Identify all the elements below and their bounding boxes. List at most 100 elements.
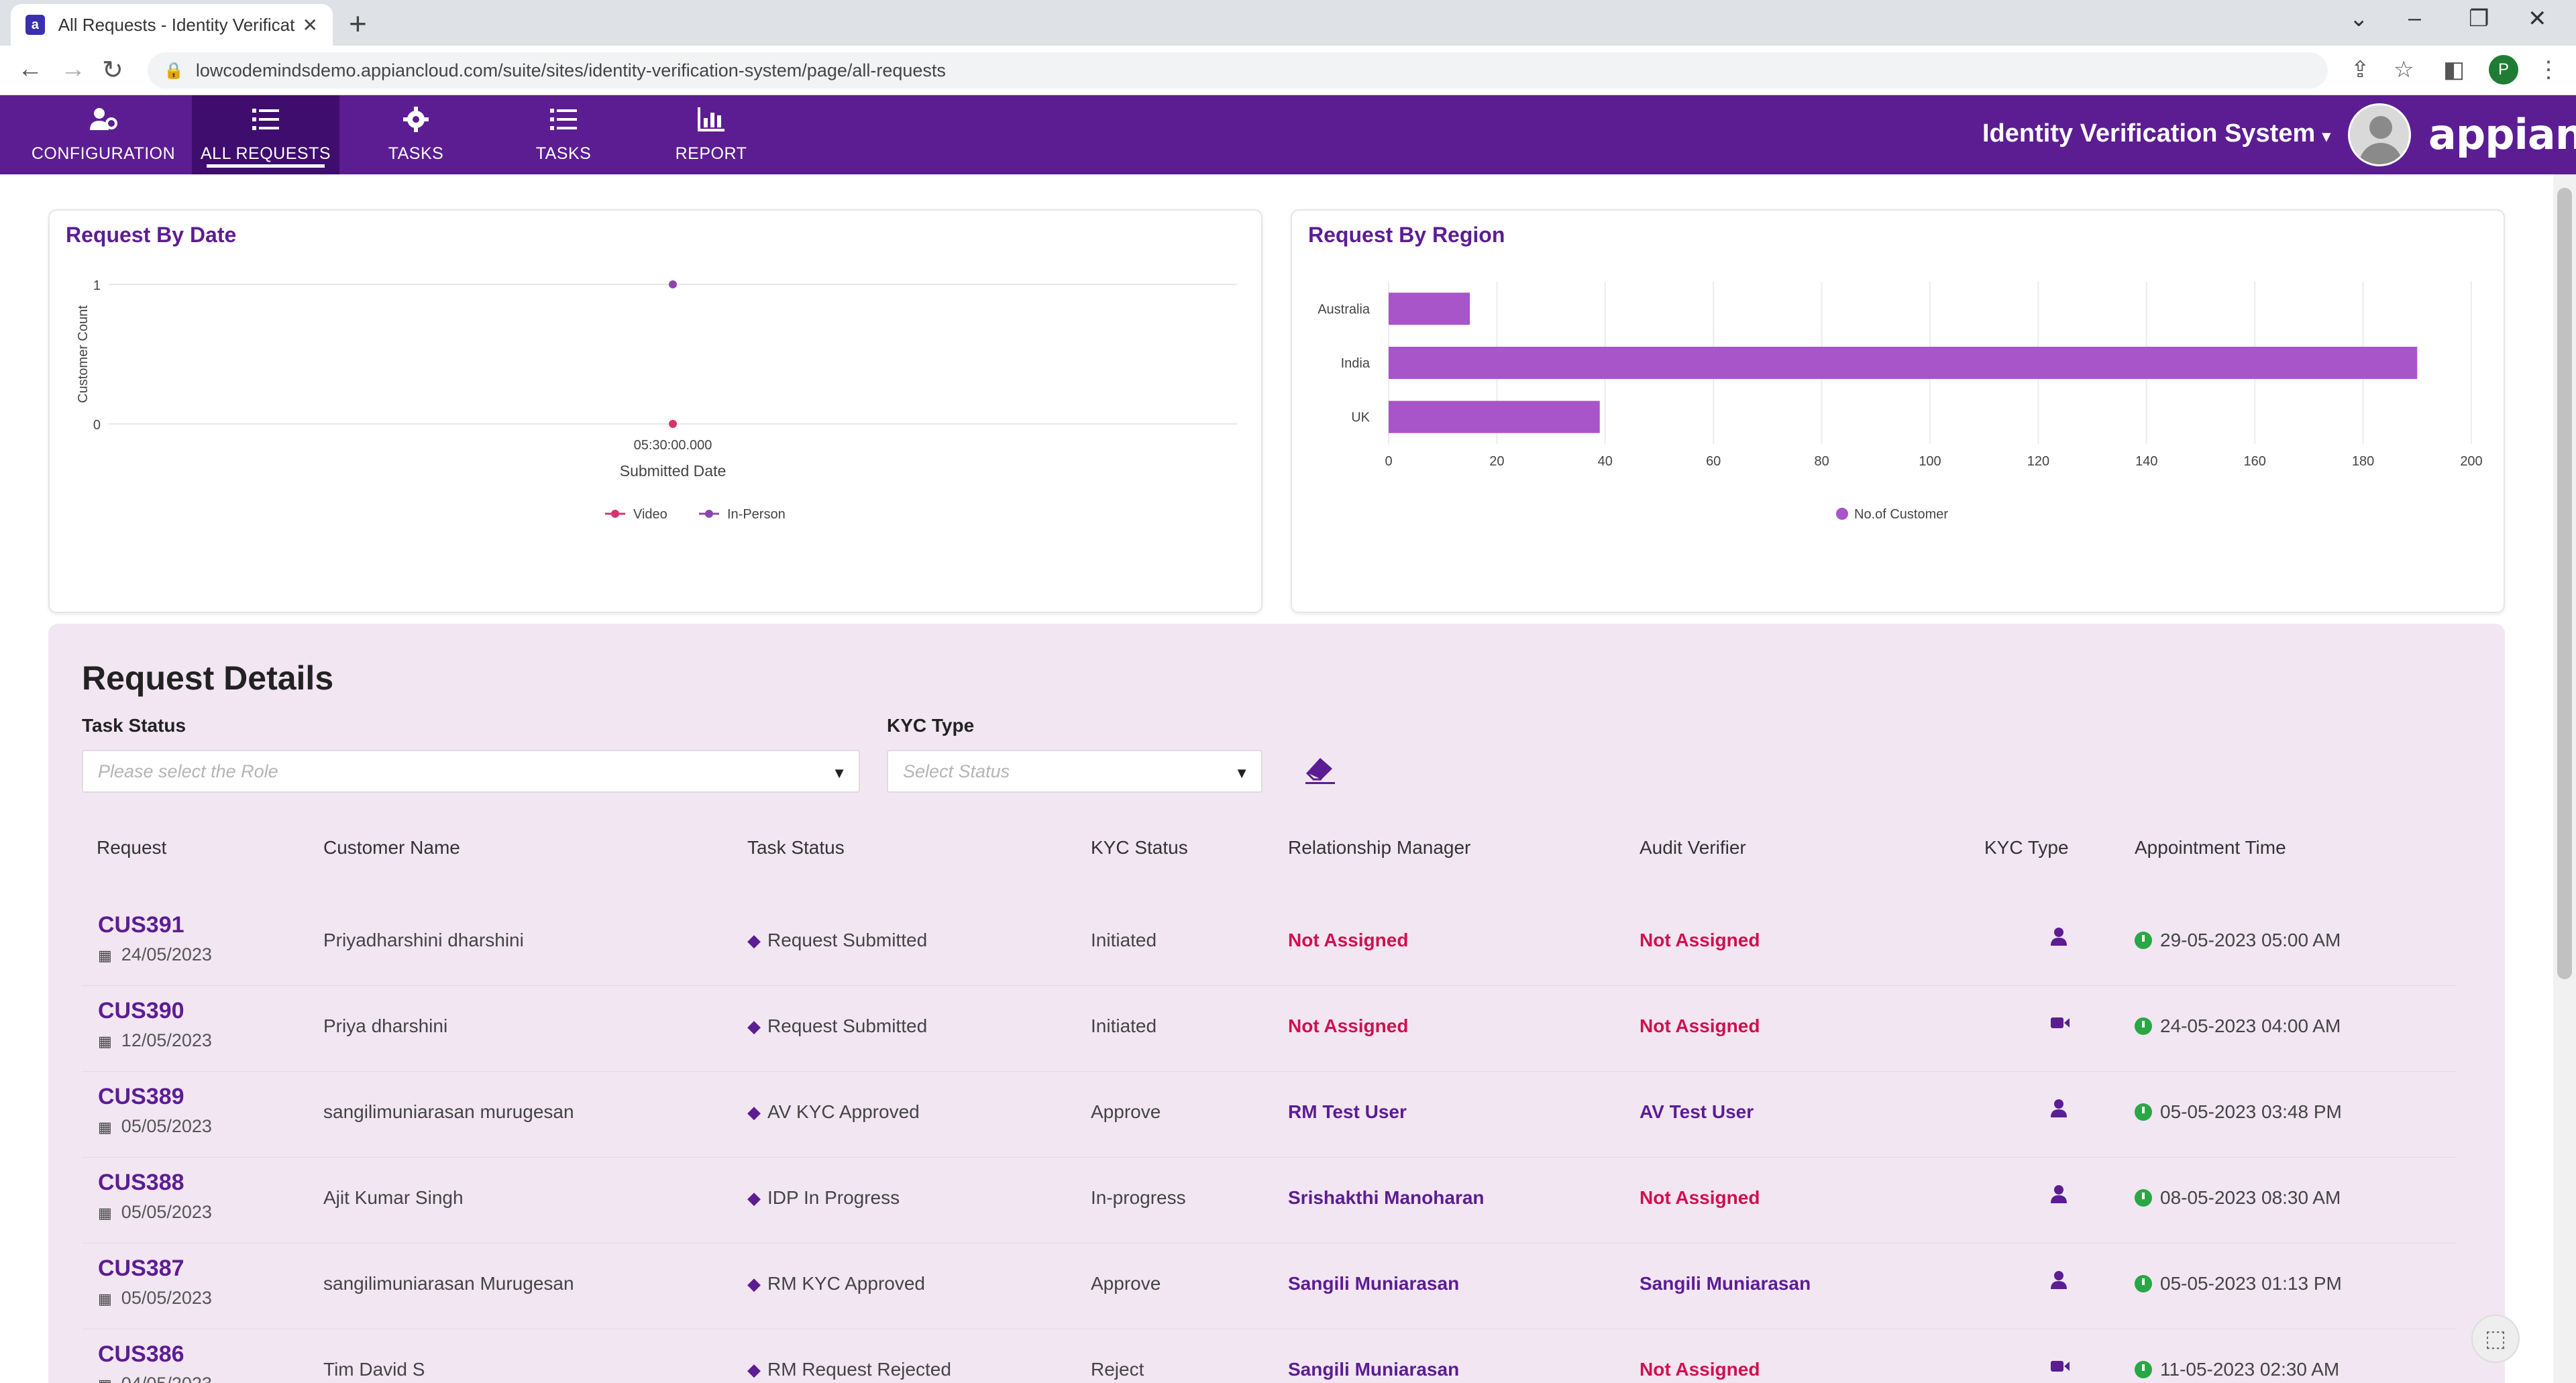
request-id-link[interactable]: CUS387 [98, 1256, 184, 1281]
date-text: 05/05/2023 [121, 1288, 212, 1308]
task-status-text: Request Submitted [767, 1015, 928, 1036]
legend-marker [1836, 508, 1848, 520]
nav-report[interactable]: REPORT [637, 95, 785, 174]
request-date: ▦ 12/05/2023 [98, 1030, 212, 1051]
video-camera-icon [2050, 1356, 2070, 1379]
close-window-icon[interactable]: ✕ [2528, 6, 2547, 32]
appian-favicon-icon: a [25, 15, 45, 35]
appian-logo: appian [2428, 110, 2576, 159]
x-tick-label: 120 [2027, 454, 2049, 469]
side-panel-icon[interactable]: ◧ [2443, 57, 2465, 82]
request-by-region-card: Request By Region 0 20 40 60 80 100 120 140 160 1… [1291, 209, 2505, 613]
tag-icon: ◆ [747, 1188, 761, 1208]
select-placeholder: Please select the Role [98, 761, 278, 781]
audit-verifier: Sangili Muniarasan [1640, 1273, 1811, 1294]
request-id-link[interactable]: CUS389 [98, 1084, 184, 1109]
task-status-select[interactable]: Please select the Role ▼ [82, 750, 860, 793]
nav-configuration[interactable]: CONFIGURATION [30, 95, 177, 174]
person-icon [2050, 927, 2068, 951]
relationship-manager: Sangili Muniarasan [1288, 1359, 1460, 1380]
date-text: 24/05/2023 [121, 944, 212, 964]
kyc-status: Initiated [1091, 930, 1157, 950]
appointment-time: 05-05-2023 01:13 PM [2135, 1273, 2342, 1294]
task-status-text: AV KYC Approved [767, 1101, 920, 1122]
close-tab-icon[interactable]: ✕ [302, 14, 318, 36]
back-icon[interactable]: ← [17, 55, 43, 83]
task-status: ◆ RM KYC Approved [747, 1273, 925, 1294]
chart-title: Request By Date [66, 223, 237, 247]
tag-icon: ◆ [747, 1016, 761, 1036]
request-id-link[interactable]: CUS390 [98, 998, 184, 1024]
col-header-kyc-type: KYC Type [1984, 837, 2069, 858]
share-icon[interactable]: ⇪ [2351, 57, 2370, 82]
section-title: Request Details [82, 659, 334, 697]
nav-tasks-2[interactable]: TASKS [490, 95, 637, 174]
calendar-icon: ▦ [98, 1290, 112, 1307]
clock-icon [2135, 932, 2152, 949]
restore-icon[interactable]: ❐ [2469, 6, 2489, 32]
request-id-link[interactable]: CUS388 [98, 1170, 184, 1195]
legend-marker [611, 510, 619, 518]
browser-tab[interactable]: a All Requests - Identity Verificatio ✕ [11, 4, 333, 46]
col-header-audit-verifier: Audit Verifier [1640, 837, 1746, 858]
legend-marker [705, 510, 713, 518]
table-row[interactable]: CUS386 ▦ 04/05/2023 Tim David S ◆ RM Request … [82, 1329, 2457, 1383]
date-text: 05/05/2023 [121, 1202, 212, 1222]
site-title-menu[interactable]: Identity Verification System ▾ [1982, 119, 2330, 148]
kyc-status: Initiated [1091, 1015, 1157, 1036]
minimize-icon[interactable]: – [2408, 5, 2421, 31]
appointment-text: 05-05-2023 03:48 PM [2160, 1101, 2342, 1122]
new-tab-icon[interactable]: + [349, 6, 367, 41]
request-details-section: Request Details Task Status Please selec… [48, 624, 2505, 1383]
table-row[interactable]: CUS390 ▦ 12/05/2023 Priya dharshini ◆ Request… [82, 986, 2457, 1072]
clock-icon [2135, 1275, 2152, 1292]
kyc-status: Reject [1091, 1359, 1144, 1380]
task-status-text: RM Request Rejected [767, 1359, 951, 1380]
profile-avatar[interactable]: P [2489, 55, 2518, 85]
request-id-link[interactable]: CUS386 [98, 1341, 184, 1367]
audit-verifier: Not Assigned [1640, 930, 1760, 950]
clock-icon [2135, 1017, 2152, 1035]
app-header: CONFIGURATION ALL REQUESTS TASKS TASKS R… [0, 95, 2576, 174]
forward-icon[interactable]: → [60, 55, 86, 83]
nav-all-requests[interactable]: ALL REQUESTS [192, 95, 339, 174]
kyc-type-select[interactable]: Select Status ▼ [887, 750, 1263, 793]
y-tick-label: UK [1351, 410, 1370, 425]
tab-search-icon[interactable]: ⌄ [2349, 6, 2369, 32]
request-id-link[interactable]: CUS391 [98, 912, 184, 938]
table-row[interactable]: CUS387 ▦ 05/05/2023 sangilimuniarasan Murug… [82, 1243, 2457, 1329]
url-field[interactable]: 🔒 lowcodemindsdemo.appiancloud.com/suite… [148, 52, 2328, 89]
feedback-button[interactable]: ⬚ [2471, 1315, 2520, 1363]
table-row[interactable]: CUS389 ▦ 05/05/2023 sangilimuniarasan murug… [82, 1072, 2457, 1158]
nav-tasks-1[interactable]: TASKS [342, 95, 490, 174]
reload-icon[interactable]: ↻ [102, 56, 123, 85]
clear-filters-eraser-icon[interactable] [1303, 753, 1338, 793]
nav-label: ALL REQUESTS [200, 144, 331, 163]
col-header-relationship-manager: Relationship Manager [1288, 837, 1471, 858]
task-status-text: IDP In Progress [767, 1187, 900, 1208]
table-row[interactable]: CUS388 ▦ 05/05/2023 Ajit Kumar Singh ◆ IDP In… [82, 1158, 2457, 1243]
appointment-text: 05-05-2023 01:13 PM [2160, 1273, 2342, 1294]
browser-tabstrip: a All Requests - Identity Verificatio ✕ … [0, 0, 2576, 46]
scrollbar-thumb[interactable] [2557, 188, 2572, 979]
table-row[interactable]: CUS391 ▦ 24/05/2023 Priyadharshini dharshin… [82, 900, 2457, 986]
user-avatar[interactable] [2348, 103, 2411, 166]
url-text: lowcodemindsdemo.appiancloud.com/suite/s… [195, 60, 946, 80]
kyc-type-label: KYC Type [887, 715, 975, 736]
legend-label: In-Person [727, 507, 786, 522]
request-date: ▦ 05/05/2023 [98, 1202, 212, 1223]
x-tick-label: 140 [2135, 454, 2157, 469]
menu-kebab-icon[interactable]: ⋮ [2537, 57, 2560, 82]
request-date: ▦ 05/05/2023 [98, 1288, 212, 1309]
calendar-icon: ▦ [98, 947, 112, 964]
customer-name: sangilimuniarasan murugesan [323, 1101, 574, 1122]
appointment-text: 08-05-2023 08:30 AM [2160, 1187, 2341, 1208]
appointment-time: 29-05-2023 05:00 AM [2135, 930, 2341, 951]
y-tick-label: Australia [1318, 302, 1371, 317]
gear-icon [402, 106, 429, 139]
person-icon [2050, 1270, 2068, 1294]
bar [1389, 400, 1600, 433]
bookmark-star-icon[interactable]: ☆ [2394, 57, 2414, 82]
bar [1389, 347, 2418, 379]
tag-icon: ◆ [747, 930, 761, 950]
